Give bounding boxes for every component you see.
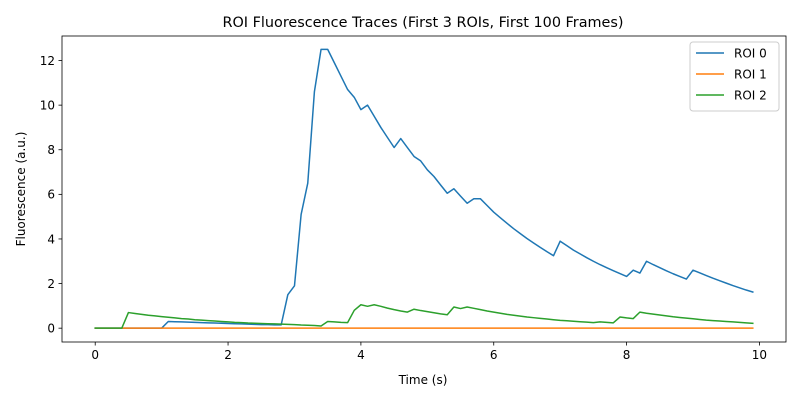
legend-box <box>689 41 780 112</box>
x-tick-label: 0 <box>91 348 99 362</box>
legend-label: ROI 0 <box>734 46 767 60</box>
x-tick-label: 4 <box>357 348 365 362</box>
y-tick-label: 12 <box>40 54 55 68</box>
y-tick-label: 4 <box>47 232 55 246</box>
legend: ROI 0 ROI 1 ROI 2 <box>689 41 780 112</box>
chart-title: ROI Fluorescence Traces (First 3 ROIs, F… <box>222 15 623 31</box>
x-tick-label: 2 <box>224 348 232 362</box>
x-tick-label: 10 <box>752 348 767 362</box>
y-axis-label: Fluorescence (a.u.) <box>14 132 28 247</box>
x-tick-label: 8 <box>623 348 631 362</box>
y-tick-label: 10 <box>40 98 55 112</box>
x-tick-label: 6 <box>490 348 498 362</box>
y-tick-label: 8 <box>47 143 55 157</box>
y-tick-label: 0 <box>47 321 55 335</box>
y-tick-label: 2 <box>47 277 55 291</box>
axes-layer: 0 2 4 6 8 10 0 2 4 6 8 10 12 <box>40 35 787 362</box>
legend-label: ROI 1 <box>734 67 767 81</box>
series-line-roi-0 <box>94 48 754 329</box>
series-line-roi-2 <box>94 304 754 329</box>
y-tick-label: 6 <box>47 188 55 202</box>
plot-frame <box>61 35 787 343</box>
series-layer <box>94 48 754 329</box>
x-axis-label: Time (s) <box>398 373 448 387</box>
legend-label: ROI 2 <box>734 88 767 102</box>
